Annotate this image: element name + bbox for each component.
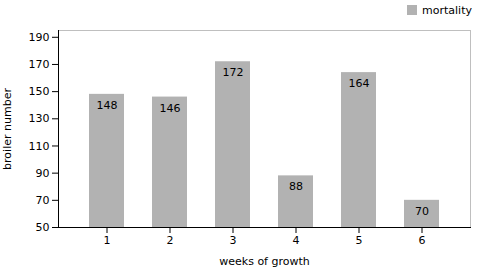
svg-text:150: 150 (29, 85, 50, 98)
svg-text:90: 90 (36, 167, 50, 180)
svg-text:88: 88 (289, 180, 303, 193)
svg-text:4: 4 (293, 234, 300, 247)
svg-text:190: 190 (29, 31, 50, 44)
svg-text:6: 6 (419, 234, 426, 247)
svg-text:148: 148 (97, 99, 118, 112)
svg-text:1: 1 (104, 234, 111, 247)
svg-text:70: 70 (36, 194, 50, 207)
svg-text:172: 172 (223, 66, 244, 79)
svg-text:130: 130 (29, 112, 50, 125)
svg-text:3: 3 (230, 234, 237, 247)
svg-text:50: 50 (36, 221, 50, 234)
svg-text:2: 2 (167, 234, 174, 247)
svg-text:5: 5 (356, 234, 363, 247)
svg-text:170: 170 (29, 58, 50, 71)
svg-text:70: 70 (415, 205, 429, 218)
svg-text:146: 146 (160, 102, 181, 115)
svg-text:broiler number: broiler number (1, 88, 14, 170)
svg-text:weeks of growth: weeks of growth (219, 255, 310, 267)
html-text:mortality: mortality (422, 3, 472, 17)
svg-text:164: 164 (349, 77, 370, 90)
svg-text:110: 110 (29, 140, 50, 153)
